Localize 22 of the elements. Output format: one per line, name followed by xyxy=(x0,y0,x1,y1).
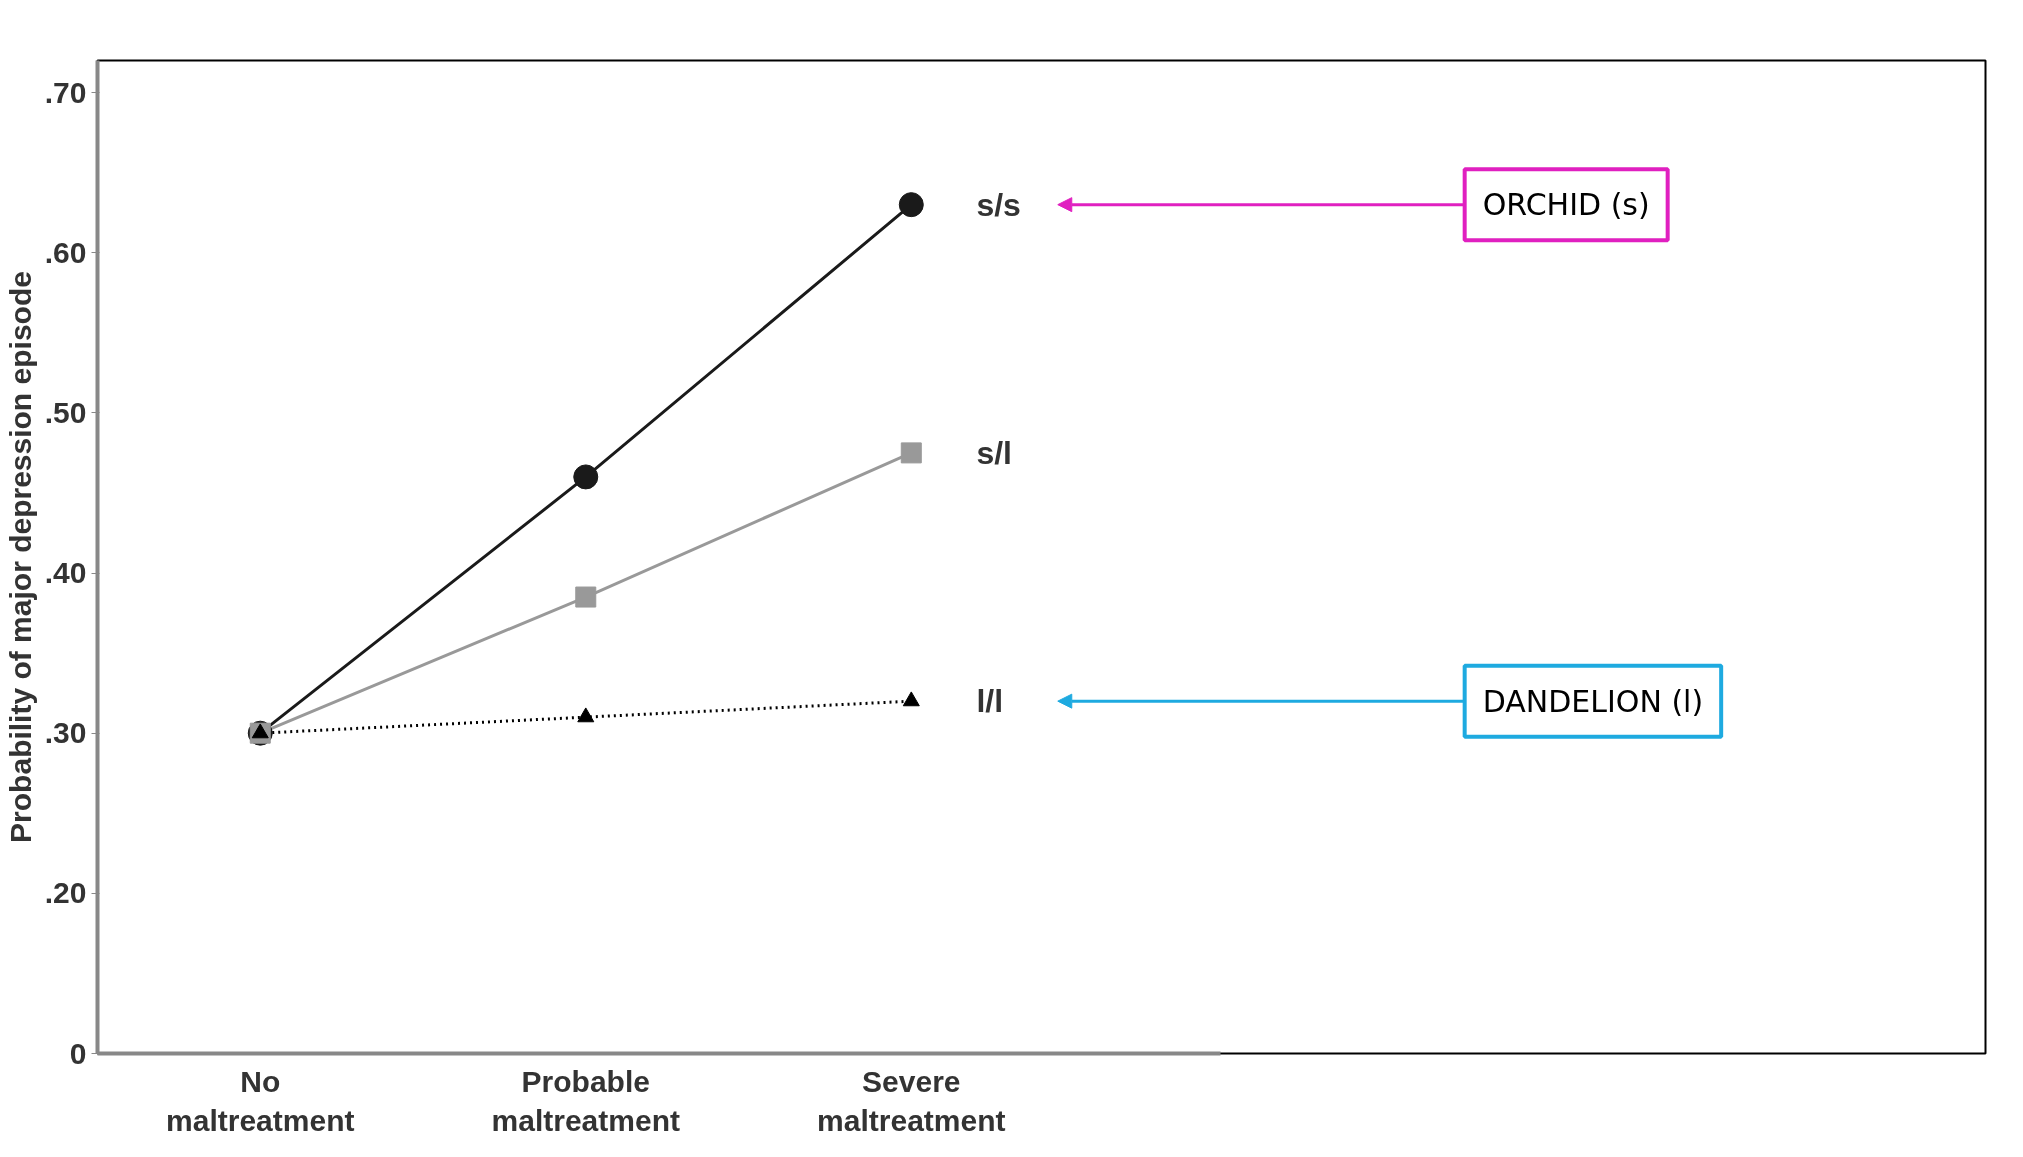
y-tick-label: .30 xyxy=(44,716,87,750)
x-tick-label: Severe maltreatment xyxy=(817,1064,1006,1138)
y-tick-label: .40 xyxy=(44,556,87,590)
text: DANDELION (l) xyxy=(1482,683,1704,719)
y-tick-label: .20 xyxy=(44,876,87,910)
point xyxy=(577,707,595,723)
point xyxy=(575,586,597,608)
y-tick-label: .50 xyxy=(44,395,87,429)
series-label: l/l xyxy=(976,683,1004,720)
series-label: s/l xyxy=(976,434,1012,471)
y-tick-label: .70 xyxy=(44,75,87,109)
point xyxy=(573,464,599,490)
x-tick-label: No maltreatment xyxy=(166,1064,355,1138)
y-axis-title: Probability of major depression episode xyxy=(3,271,37,843)
point xyxy=(898,192,924,218)
text: ORCHID (s) xyxy=(1482,187,1650,223)
y-tick-label: .60 xyxy=(44,235,87,269)
x-tick-label: Probable maltreatment xyxy=(491,1064,680,1138)
point xyxy=(900,442,922,464)
point xyxy=(902,691,920,707)
series-label: s/s xyxy=(976,186,1021,223)
y-tick-label: 0 xyxy=(69,1036,87,1070)
